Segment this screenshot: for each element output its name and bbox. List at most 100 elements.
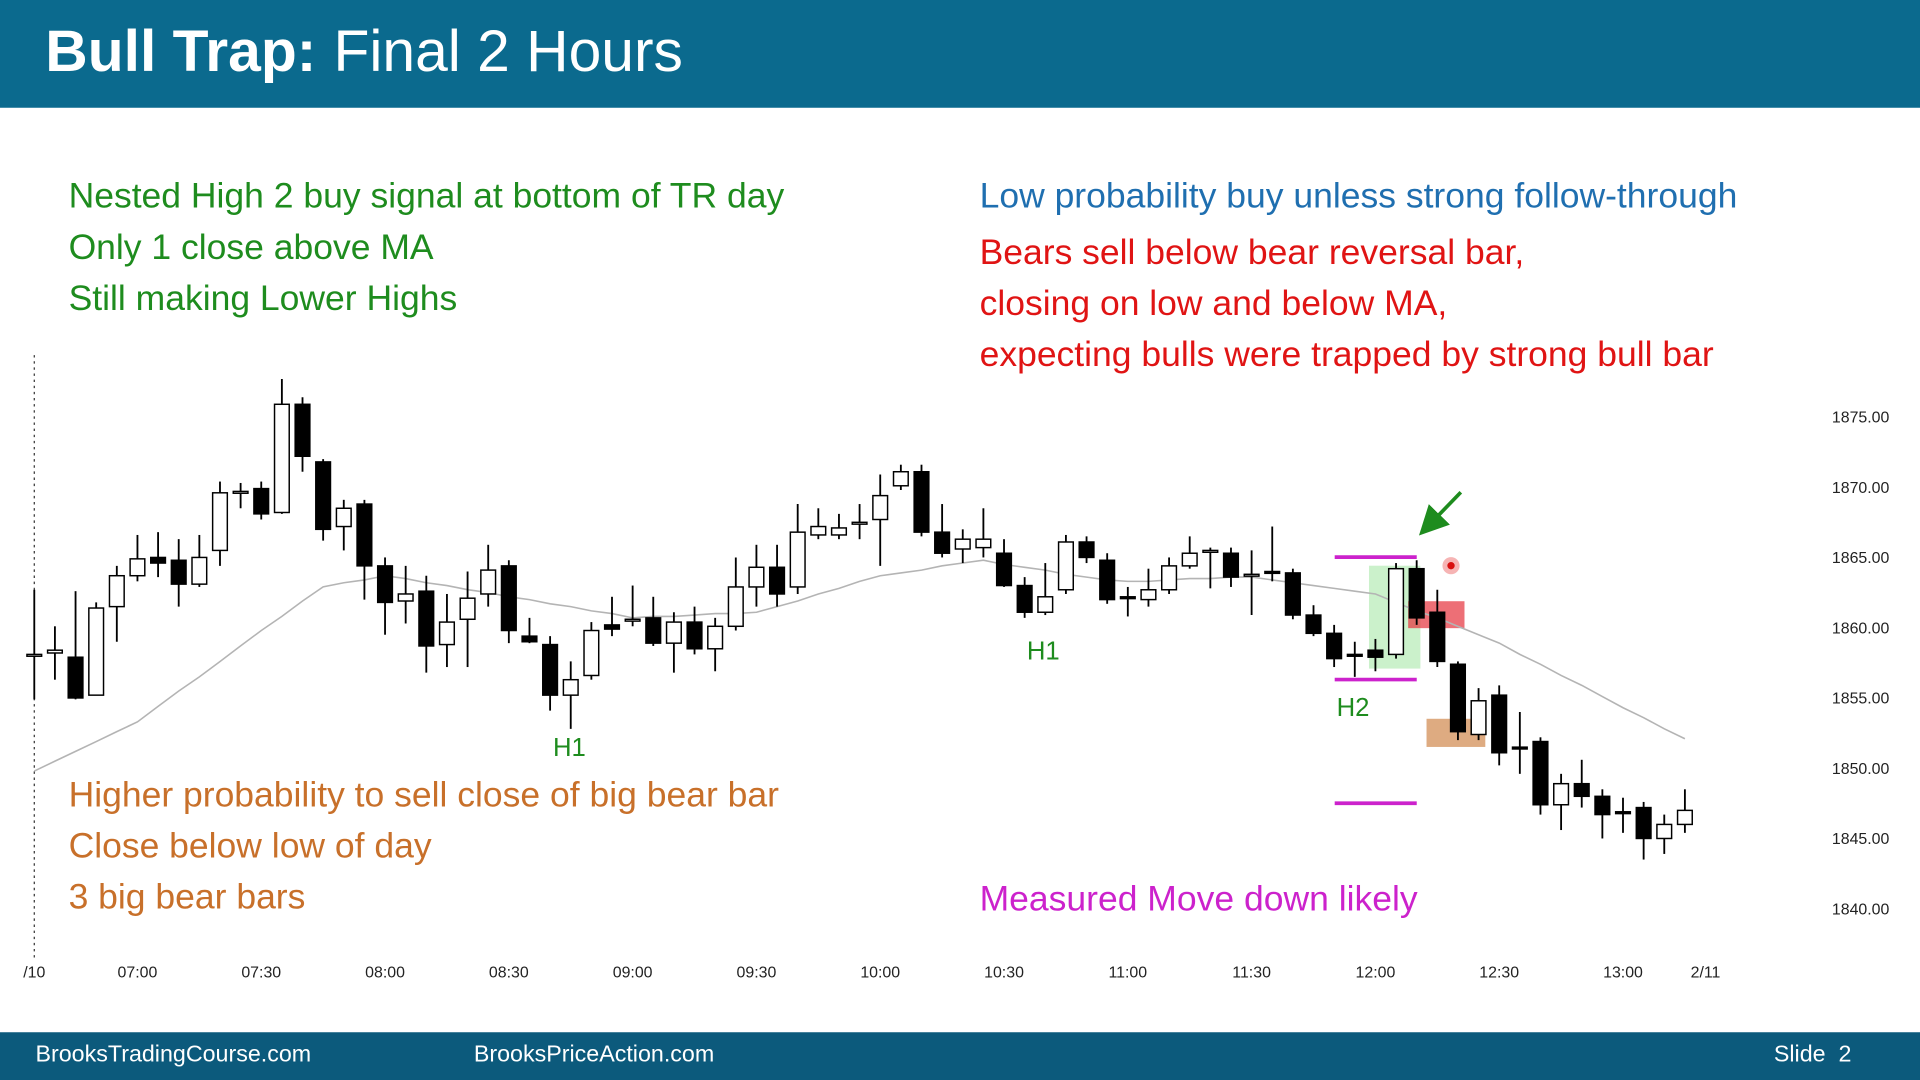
candle-body	[459, 597, 476, 621]
x-tick-label: 2/11	[1691, 965, 1721, 982]
candle-body	[273, 403, 290, 514]
candle-body	[1181, 552, 1198, 567]
annotation: 3 big bear bars	[69, 877, 306, 917]
title-rest: Final 2 Hours	[333, 19, 682, 84]
x-tick-label: /10	[23, 965, 45, 982]
annotation: expecting bulls were trapped by strong b…	[980, 334, 1714, 374]
header-bar	[0, 0, 1920, 108]
candle-body	[1635, 806, 1652, 840]
candle-body	[1161, 565, 1178, 591]
candle-body	[1449, 663, 1467, 733]
candle-body	[1553, 782, 1570, 806]
annotation: Close below low of day	[69, 826, 432, 866]
arrow	[1418, 490, 1463, 536]
candle-body	[211, 492, 229, 552]
candle-body	[934, 531, 951, 554]
slide-title: Bull Trap: Final 2 Hours	[45, 19, 683, 84]
candle-body	[1656, 823, 1673, 840]
candle-body	[1511, 746, 1528, 750]
candle-body	[170, 559, 187, 585]
candle-body	[1140, 589, 1157, 601]
candle-body	[748, 566, 765, 588]
x-tick-label: 10:30	[984, 965, 1024, 982]
candle-body	[1099, 559, 1116, 601]
candle-body	[1202, 549, 1219, 553]
y-tick-label: 1870.00	[1832, 480, 1890, 497]
candle-body	[129, 558, 146, 577]
candle-body	[583, 629, 600, 677]
candle-body	[603, 624, 621, 630]
candle-body	[500, 565, 517, 632]
footer-bar	[0, 1032, 1920, 1080]
x-tick-label: 10:00	[860, 965, 900, 982]
x-tick-label: 12:00	[1356, 965, 1396, 982]
candle-body	[438, 621, 456, 646]
x-tick-label: 13:00	[1603, 965, 1643, 982]
candle-body	[830, 527, 848, 536]
candle-body	[954, 538, 971, 550]
x-tick-label: 09:30	[737, 965, 777, 982]
candle-body	[645, 617, 662, 644]
candle-body	[1284, 572, 1301, 616]
y-tick-label: 1850.00	[1832, 761, 1890, 778]
candle-body	[995, 552, 1013, 587]
candle-body	[1532, 740, 1549, 806]
y-tick-label: 1875.00	[1832, 410, 1890, 427]
candle-body	[88, 607, 105, 696]
candle-body	[1326, 632, 1343, 660]
candle-body	[1367, 649, 1384, 658]
cursor-dot-center	[1447, 562, 1455, 570]
candle-body	[1387, 567, 1405, 656]
bar-label: H1	[1027, 637, 1060, 665]
x-tick-label: 07:30	[241, 965, 281, 982]
candle-body	[1078, 541, 1095, 559]
slide-number: Slide 2	[1774, 1041, 1852, 1067]
x-tick-label: 07:00	[118, 965, 158, 982]
y-tick-label: 1860.00	[1832, 620, 1890, 637]
candle-body	[294, 403, 311, 458]
candle-body	[418, 590, 435, 647]
y-tick-label: 1845.00	[1832, 831, 1890, 848]
annotation: Only 1 close above MA	[69, 227, 434, 267]
y-tick-label: 1855.00	[1832, 691, 1890, 708]
candle-body	[872, 494, 889, 521]
title-bold: Bull Trap:	[45, 19, 316, 84]
annotation: Higher probability to sell close of big …	[69, 775, 780, 815]
candle-body	[1243, 573, 1260, 577]
y-tick-label: 1840.00	[1832, 901, 1890, 918]
candle-body	[542, 643, 559, 696]
bar-label: H1	[553, 734, 586, 762]
bar-label: H2	[1337, 694, 1370, 722]
x-tick-label: 12:30	[1479, 965, 1519, 982]
candle-body	[1264, 570, 1281, 575]
candle-body	[191, 556, 208, 585]
annotation: Measured Move down likely	[980, 879, 1418, 919]
candle-body	[1614, 811, 1632, 815]
candle-body	[892, 470, 909, 487]
plot	[26, 378, 1693, 860]
candle-body	[1429, 611, 1446, 663]
candle-body	[1594, 795, 1611, 816]
candle-body	[975, 538, 992, 549]
candle-body	[686, 621, 703, 650]
candle-body	[1119, 596, 1136, 600]
x-tick-label: 11:00	[1109, 965, 1148, 982]
candle-body	[1470, 700, 1487, 736]
candle-body	[727, 586, 744, 628]
candle-body	[26, 653, 43, 657]
candle-body	[1057, 541, 1074, 591]
candle-body	[851, 521, 868, 525]
candle-body	[356, 503, 373, 567]
footer-left: BrooksTradingCourse.com	[36, 1041, 312, 1067]
candle-body	[1573, 782, 1590, 798]
candle-body	[707, 625, 724, 650]
candle-body	[1037, 596, 1054, 613]
candle-body	[1676, 809, 1693, 826]
x-tick-label: 09:00	[613, 965, 653, 982]
candle-body	[1408, 567, 1425, 619]
candle-body	[789, 531, 806, 588]
candle-body	[624, 618, 641, 622]
candle-body	[1016, 584, 1033, 613]
footer-center: BrooksPriceAction.com	[474, 1041, 714, 1067]
